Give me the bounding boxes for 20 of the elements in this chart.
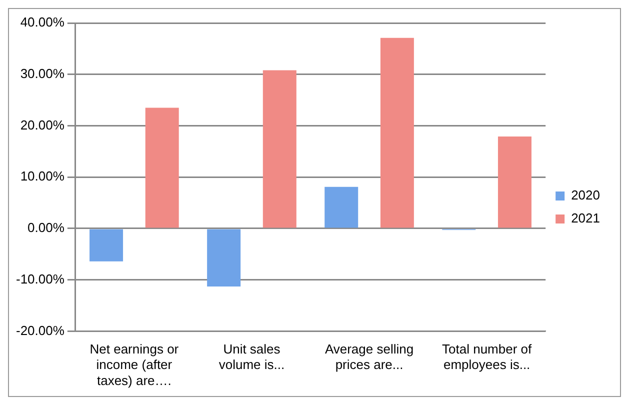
y-tick-label: 0.00% bbox=[28, 220, 65, 236]
x-tick-label: Average selling prices are... bbox=[324, 342, 414, 372]
y-tick-label: 40.00% bbox=[20, 14, 65, 30]
bar bbox=[324, 186, 358, 228]
bar bbox=[262, 70, 296, 228]
legend-label: 2020 bbox=[571, 188, 600, 203]
y-tick-label: 10.00% bbox=[20, 168, 65, 184]
y-tick-label: 20.00% bbox=[20, 117, 65, 132]
y-tick-label: -10.00% bbox=[16, 271, 65, 286]
bar bbox=[145, 108, 179, 228]
x-tick-label: Unit sales volume is... bbox=[218, 342, 285, 372]
bar bbox=[90, 229, 124, 262]
y-tick-label: -20.00% bbox=[16, 322, 65, 338]
bar bbox=[207, 229, 241, 287]
x-tick-label: Total number of employees is... bbox=[442, 342, 532, 372]
bar bbox=[380, 38, 414, 228]
y-tick-label: 30.00% bbox=[20, 66, 65, 81]
x-tick-label: Net earnings or income (after taxes) are…. bbox=[90, 342, 180, 388]
legend-label: 2021 bbox=[571, 210, 600, 226]
bar bbox=[498, 136, 532, 228]
